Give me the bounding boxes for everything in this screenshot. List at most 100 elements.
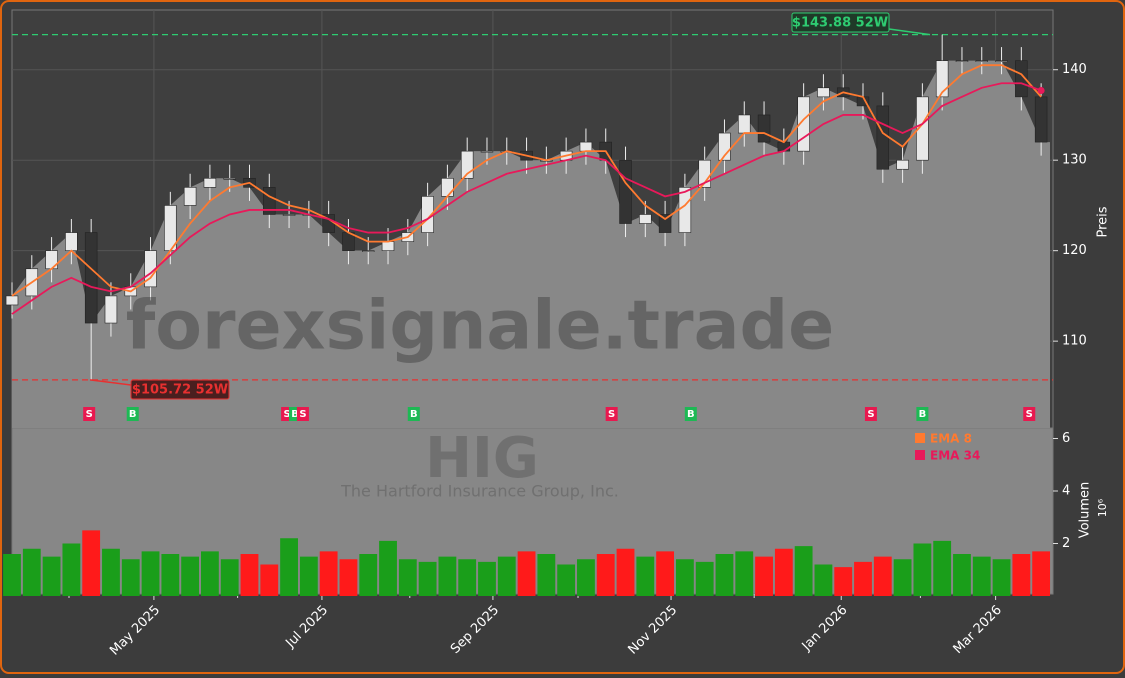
signal-box	[126, 407, 139, 421]
ema-end-dot	[1037, 87, 1045, 95]
volume-bar	[596, 554, 615, 596]
volume-bar	[675, 559, 694, 596]
volume-bar	[656, 551, 675, 596]
volume-bar	[359, 554, 378, 596]
volume-bar	[240, 554, 259, 596]
signal-label: S	[283, 409, 290, 420]
candle-body	[104, 295, 118, 324]
candle-body	[955, 60, 969, 62]
volume-bar	[497, 556, 516, 596]
candle-body	[381, 241, 395, 251]
high-label-box	[791, 12, 890, 33]
signal-box	[864, 407, 877, 421]
high-label: $143.88 52W	[792, 16, 888, 31]
signal-label: B	[410, 409, 418, 420]
volume-bar	[141, 551, 160, 596]
volume-bar	[438, 556, 457, 596]
low-label: $105.72 52W	[132, 383, 228, 398]
legend-label: EMA 8	[930, 432, 972, 446]
candle-body	[5, 295, 19, 306]
volume-bar	[398, 559, 417, 596]
signal-box	[605, 407, 618, 421]
volume-bar	[458, 559, 477, 596]
volume-bar	[201, 551, 219, 596]
ema-line	[11, 64, 1042, 297]
candle-body	[203, 177, 217, 188]
company-name: The Hartford Insurance Group, Inc.	[340, 482, 619, 501]
low-label-box	[130, 379, 230, 400]
candle-body	[639, 214, 652, 224]
y2-axis-title: Volumen	[1078, 482, 1093, 539]
candle-body	[718, 132, 731, 161]
signal-label: S	[608, 409, 615, 420]
volume-bar	[1012, 554, 1031, 596]
candle-body	[1015, 60, 1028, 98]
candle-body	[361, 250, 375, 252]
volume-bar	[577, 559, 595, 596]
candle-body	[619, 159, 632, 224]
ema-line	[11, 82, 1042, 315]
volume-bar	[1032, 551, 1051, 596]
signal-box	[1023, 407, 1036, 421]
y-axis-title: Preis	[1096, 206, 1111, 237]
volume-bar	[418, 561, 437, 596]
volume-bar	[22, 548, 41, 596]
signal-label: S	[1026, 409, 1033, 420]
legend-swatch	[915, 450, 925, 460]
close-area	[12, 60, 1050, 429]
low-arrow	[89, 379, 132, 386]
y-tick-label: 120	[1062, 243, 1087, 258]
signal-label: B	[129, 409, 137, 420]
high-arrow	[888, 28, 931, 36]
candle-body	[658, 214, 672, 233]
y2-tick-label: 6	[1062, 431, 1070, 446]
signal-box	[296, 407, 309, 421]
candle-body	[678, 187, 692, 233]
volume-bar	[913, 543, 932, 596]
candle-body	[995, 60, 1008, 62]
legend-swatch	[915, 433, 925, 443]
volume-bar	[478, 561, 496, 596]
y-tick-label: 140	[1062, 62, 1087, 77]
candle-body	[817, 87, 830, 98]
volume-bar	[517, 551, 536, 596]
candle-body	[263, 187, 276, 215]
candle-body	[738, 114, 751, 134]
volume-bar	[181, 556, 200, 596]
volume-bar	[161, 554, 180, 596]
volume-bar	[121, 559, 140, 596]
signal-label: B	[687, 409, 695, 420]
volume-bar	[82, 530, 101, 596]
volume-bar	[755, 556, 773, 596]
signal-label: S	[867, 409, 874, 420]
candle-body	[84, 232, 98, 324]
volume-bar	[319, 551, 338, 596]
candle-body	[441, 177, 454, 197]
signal-label: S	[299, 409, 306, 420]
volume-bar	[735, 551, 754, 596]
candle-body	[797, 96, 810, 152]
volume-bar	[102, 548, 120, 596]
signal-label: S	[86, 409, 93, 420]
candle-body	[223, 177, 236, 180]
y2-tick-label: 4	[1062, 484, 1070, 499]
volume-bar	[695, 561, 714, 596]
signal-box	[916, 407, 929, 421]
volume-bar	[42, 556, 61, 596]
volume-bar	[616, 548, 635, 596]
signal-label: B	[291, 409, 299, 420]
y-tick-label: 110	[1062, 334, 1087, 349]
candle-body	[460, 150, 474, 179]
volume-bar	[557, 564, 576, 596]
signal-label: B	[919, 409, 927, 420]
volume-bar	[854, 561, 872, 596]
candle-body	[480, 150, 494, 153]
y2-tick-label: 2	[1062, 536, 1070, 551]
y2-scale: 10⁶	[1096, 498, 1109, 517]
candle-body	[777, 141, 791, 152]
candle-body	[975, 60, 988, 62]
volume-bar	[893, 559, 912, 596]
volume-bar	[636, 556, 655, 596]
candle-body	[916, 96, 929, 161]
volume-bar	[992, 559, 1011, 596]
